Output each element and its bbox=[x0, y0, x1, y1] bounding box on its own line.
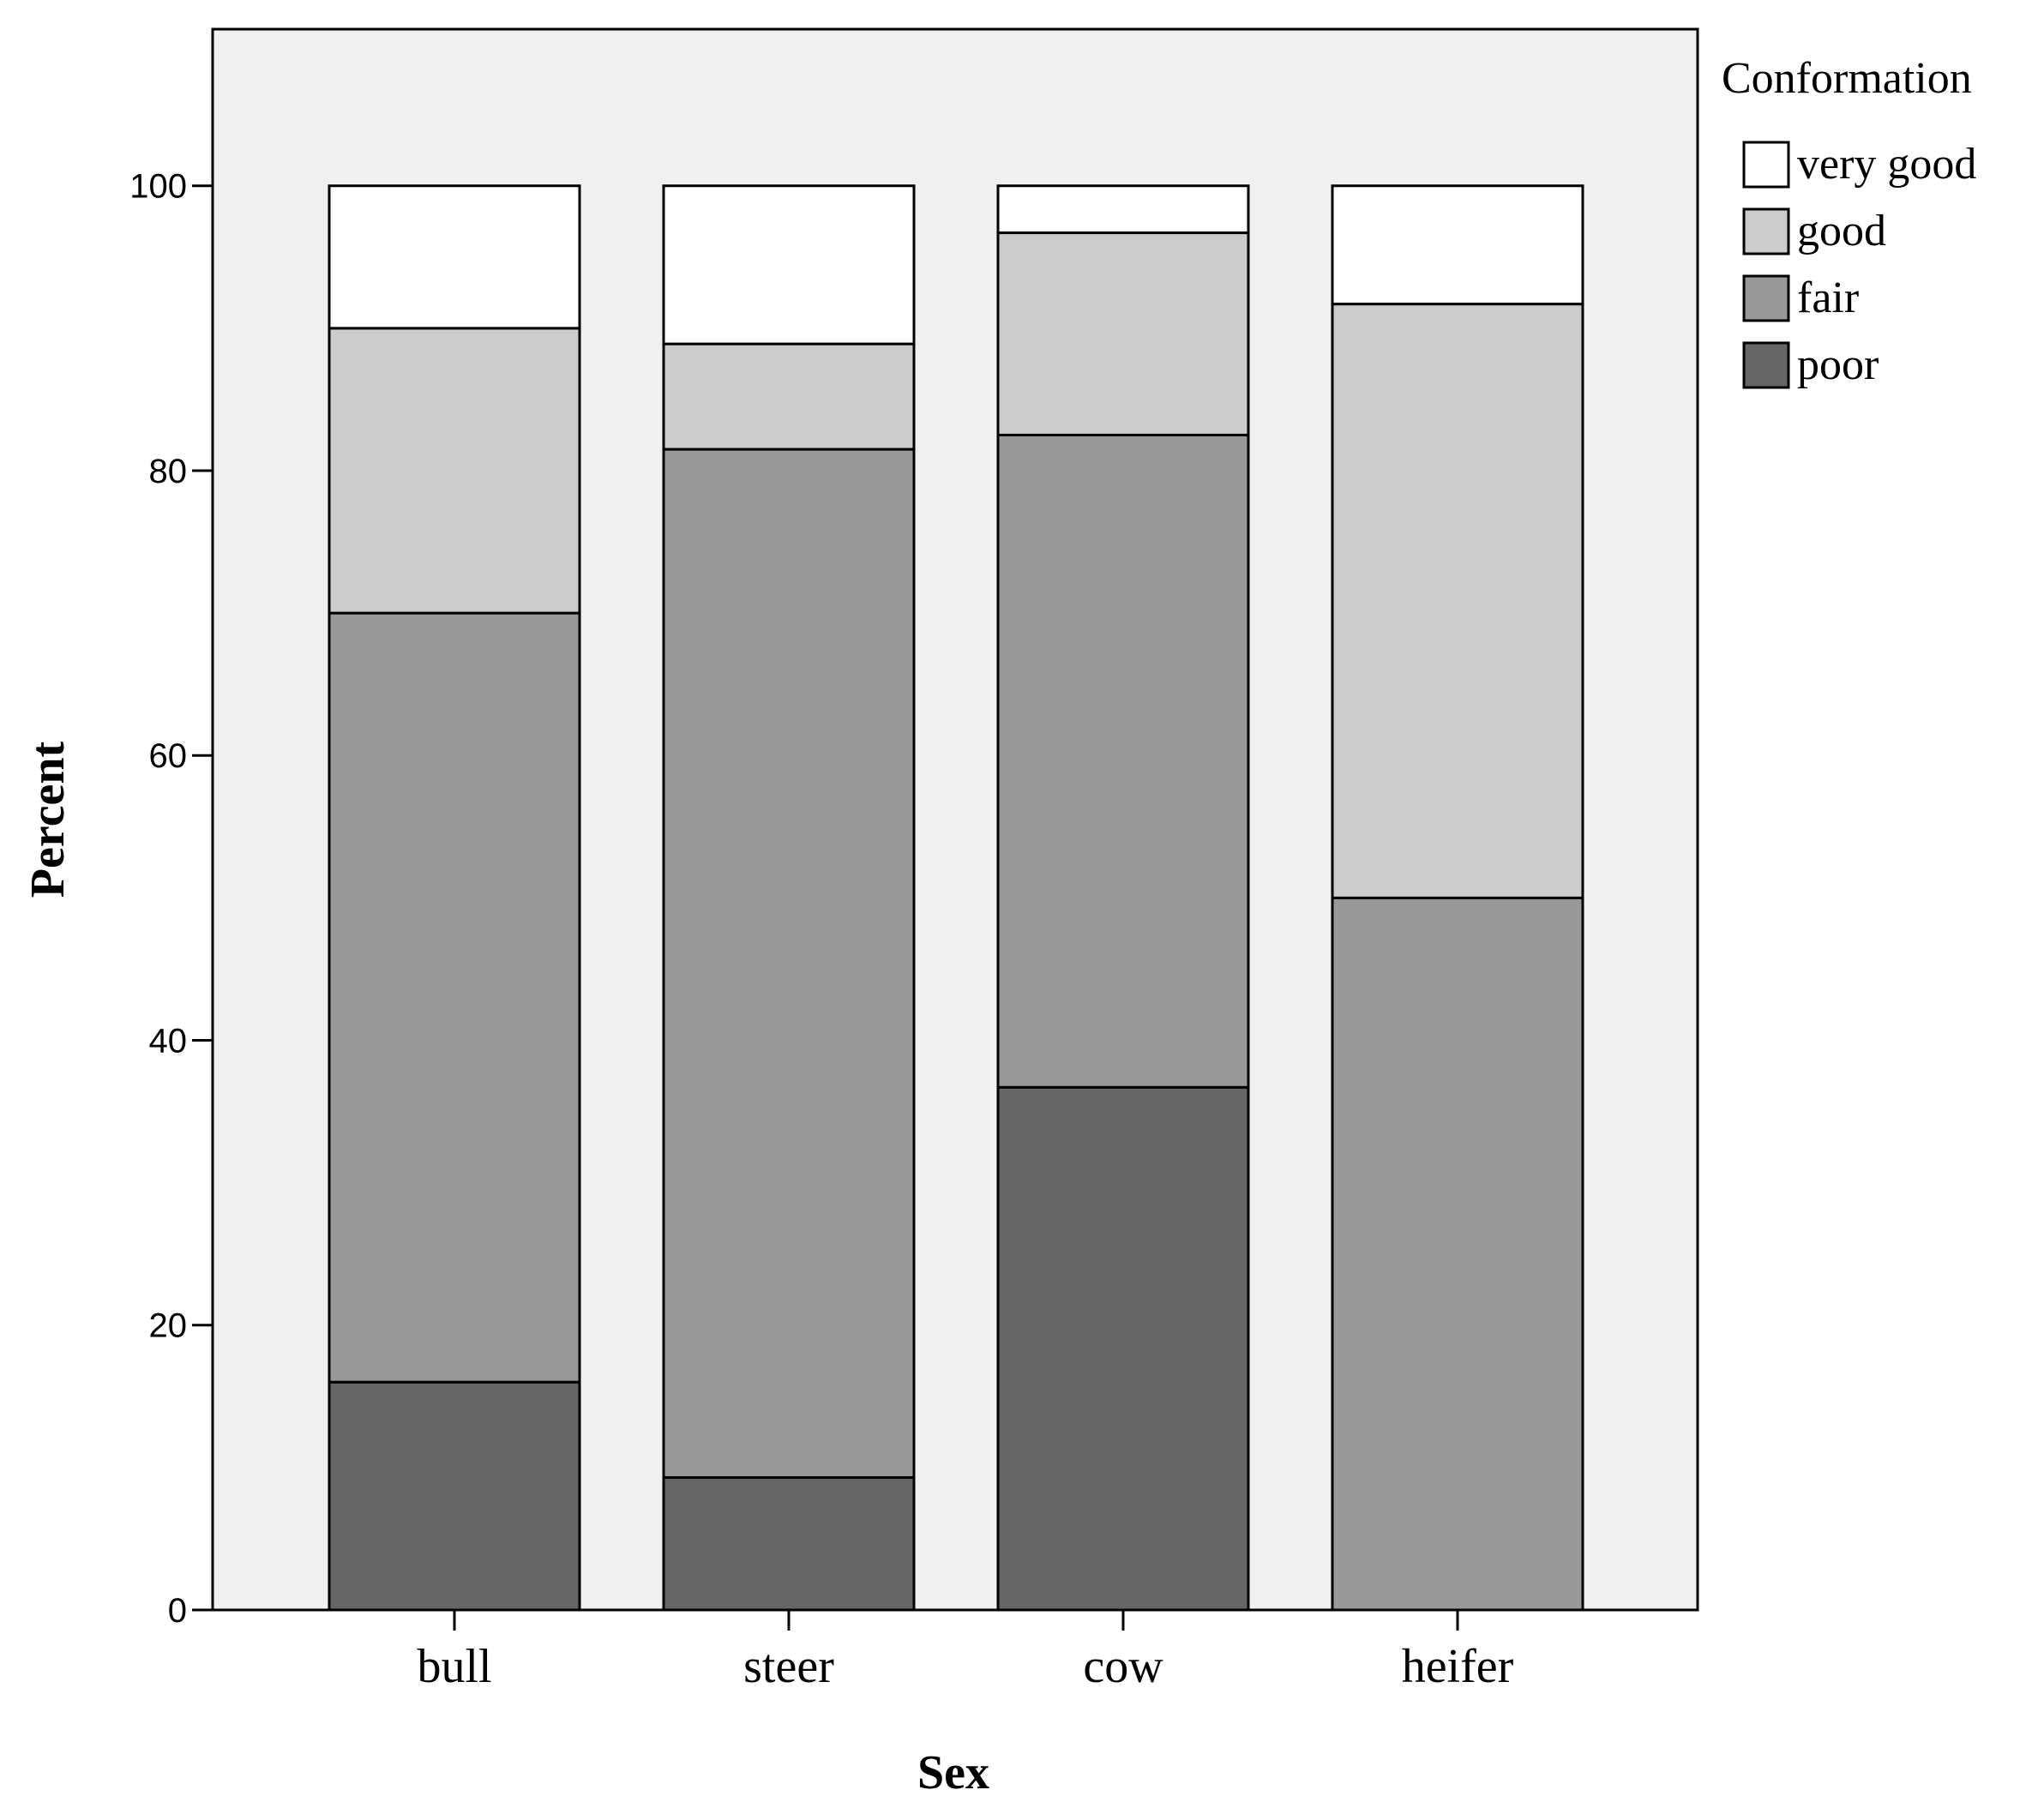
legend-title: Conformation bbox=[1722, 54, 1972, 103]
y-tick-label: 60 bbox=[149, 737, 188, 775]
legend-label-fair: fair bbox=[1797, 273, 1859, 322]
x-tick-label-bull: bull bbox=[417, 1640, 491, 1693]
x-tick-label-steer: steer bbox=[743, 1640, 834, 1693]
y-axis-title: Percent bbox=[21, 741, 75, 898]
y-tick-label: 80 bbox=[149, 453, 188, 490]
bar-segment-heifer-good bbox=[1331, 303, 1584, 899]
legend-swatch-poor bbox=[1742, 341, 1790, 389]
x-tick-label-cow: cow bbox=[1083, 1640, 1163, 1693]
bar-segment-bull-very-good bbox=[328, 184, 581, 330]
y-tick-label: 40 bbox=[149, 1022, 188, 1060]
bar-segment-cow-good bbox=[996, 231, 1250, 436]
bar-segment-bull-poor bbox=[328, 1380, 581, 1612]
bar-segment-cow-fair bbox=[996, 433, 1250, 1089]
bar-segment-steer-fair bbox=[662, 447, 916, 1480]
x-axis-title: Sex bbox=[917, 1746, 989, 1799]
y-tick-label: 20 bbox=[149, 1307, 188, 1345]
bars-group bbox=[328, 184, 1584, 1612]
legend-swatch-good bbox=[1742, 207, 1790, 255]
bar-segment-bull-fair bbox=[328, 611, 581, 1384]
y-axis: 0 20 40 60 80 100 bbox=[129, 168, 213, 1630]
legend-label-good: good bbox=[1797, 207, 1886, 255]
x-tick-label-heifer: heifer bbox=[1402, 1640, 1514, 1693]
bar-segment-steer-very-good bbox=[662, 184, 916, 345]
bar-segment-steer-good bbox=[662, 342, 916, 451]
y-tick-label: 100 bbox=[129, 168, 187, 206]
legend-label-very-good: very good bbox=[1797, 140, 1976, 189]
legend: Conformation very good good fair poor bbox=[1722, 54, 1976, 389]
bar-segment-bull-good bbox=[328, 327, 581, 615]
y-tick-label: 0 bbox=[168, 1592, 187, 1630]
bar-segment-cow-very-good bbox=[996, 184, 1250, 235]
legend-swatch-very-good bbox=[1742, 141, 1790, 189]
bar-segment-cow-poor bbox=[996, 1085, 1250, 1612]
legend-label-poor: poor bbox=[1797, 340, 1879, 389]
bar-segment-heifer-fair bbox=[1331, 896, 1584, 1612]
legend-swatch-fair bbox=[1742, 274, 1790, 322]
bar-segment-steer-poor bbox=[662, 1476, 916, 1612]
bar-segment-heifer-very-good bbox=[1331, 184, 1584, 306]
x-axis: bull steer cow heifer bbox=[417, 1610, 1514, 1693]
